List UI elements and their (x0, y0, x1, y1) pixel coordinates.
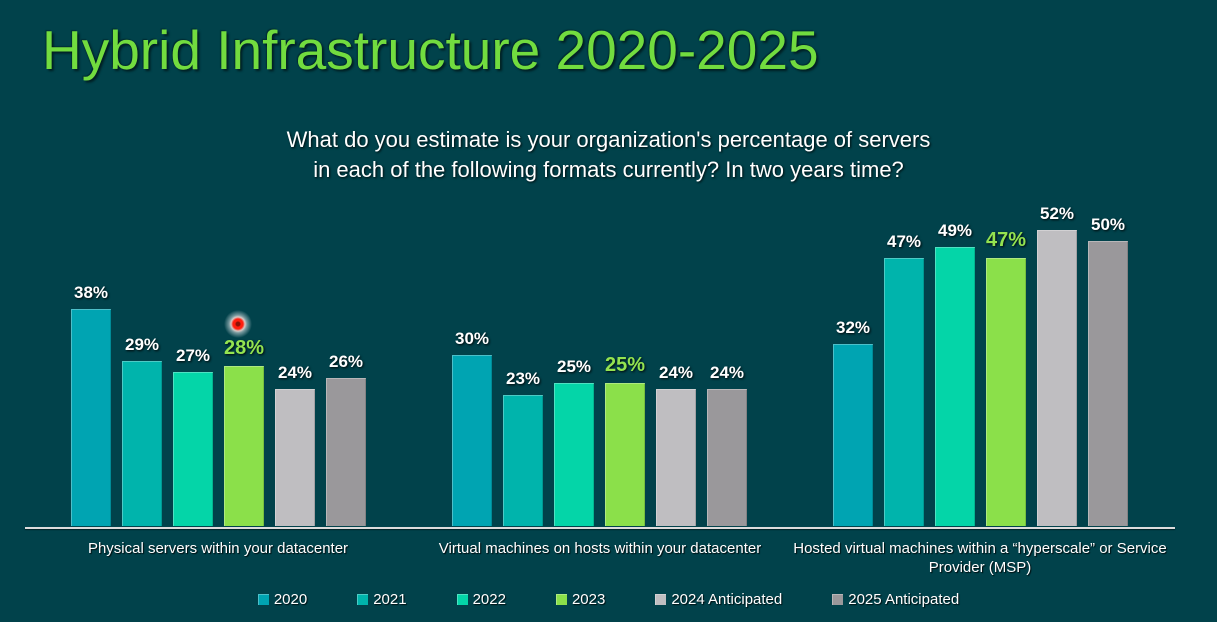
bar-column-2024-anticipated: 52% (1037, 204, 1078, 526)
legend-item-2023: 2023 (555, 591, 606, 608)
bar-column-2021: 47% (884, 232, 924, 526)
bar-group-1: 38% 29% 27% 28% 24% 26% (71, 283, 367, 526)
bar-value-label: 49% (937, 221, 973, 240)
bar-column-2021: 23% (503, 369, 543, 526)
legend-item-2024-anticipated: 2024 Anticipated (655, 591, 782, 608)
bar-2021 (884, 258, 924, 526)
bar-column-2022: 49% (935, 221, 975, 526)
bar-column-2025-anticipated: 26% (326, 352, 367, 526)
bar-value-label: 24% (710, 363, 745, 382)
bar-value-label: 50% (1091, 215, 1126, 234)
bar-2022 (173, 372, 213, 526)
legend-swatch-icon (357, 594, 369, 605)
legend-item-2021: 2021 (357, 591, 407, 608)
laser-pointer-dot (224, 310, 252, 338)
legend-swatch-icon (832, 594, 844, 605)
bar-group-2: 30% 23% 25% 25% 24% 24% (452, 329, 748, 526)
bar-value-label: 24% (659, 363, 694, 382)
chart-legend: 2020 2021 2022 2023 2024 Anticipated 2025 Ant… (0, 591, 1217, 608)
bar-2025-anticipated (326, 378, 367, 526)
bar-value-label: 52% (1040, 204, 1075, 223)
bar-2024-anticipated (1037, 230, 1078, 526)
chart-subtitle: What do you estimate is your organizatio… (0, 125, 1217, 185)
bar-value-label: 26% (329, 352, 364, 371)
legend-label: 2025 Anticipated (848, 591, 960, 608)
chart-subtitle-line-2: in each of the following formats current… (313, 157, 904, 182)
bar-2022 (554, 383, 594, 526)
bar-column-2020: 30% (452, 329, 492, 526)
bar-value-label: 23% (505, 369, 541, 388)
bar-2021 (503, 395, 543, 526)
bar-2020 (452, 355, 492, 526)
bar-group-3: 32% 47% 49% 47% 52% 50% (833, 204, 1129, 526)
x-axis-line (25, 527, 1175, 529)
bar-value-label: 27% (175, 346, 211, 365)
bar-column-2020: 38% (71, 283, 111, 526)
bar-2024-anticipated (275, 389, 316, 526)
legend-swatch-icon (655, 594, 667, 605)
category-label-1: Physical servers within your datacenter (87, 540, 349, 557)
category-label-2: Virtual machines on hosts within your da… (438, 540, 762, 557)
bar-2020 (71, 309, 111, 526)
legend-label: 2024 Anticipated (671, 591, 783, 608)
bar-value-label: 25% (556, 357, 592, 376)
bar-column-2023: 47% (986, 229, 1026, 526)
bar-2023 (224, 366, 265, 526)
bar-column-2023: 25% (605, 354, 645, 526)
legend-label: 2021 (373, 591, 407, 608)
bar-column-2024-anticipated: 24% (656, 363, 697, 526)
bar-value-label: 47% (986, 229, 1027, 251)
bar-value-label: 24% (278, 363, 313, 382)
bar-value-label: 32% (835, 318, 871, 337)
bar-column-2020: 32% (833, 318, 873, 526)
legend-swatch-icon (555, 594, 567, 605)
bar-column-2024-anticipated: 24% (275, 363, 316, 526)
legend-item-2025-anticipated: 2025 Anticipated (832, 591, 959, 608)
bar-value-label: 25% (605, 354, 646, 376)
bar-2021 (122, 361, 162, 526)
legend-label: 2022 (472, 591, 506, 608)
legend-label: 2023 (571, 591, 606, 608)
bar-2025-anticipated (1088, 241, 1129, 526)
bar-value-label: 47% (886, 232, 922, 251)
bar-2023 (986, 258, 1027, 526)
bar-column-2025-anticipated: 50% (1088, 215, 1129, 526)
legend-item-2022: 2022 (456, 591, 506, 608)
legend-item-2020: 2020 (257, 591, 308, 608)
bar-2023 (605, 383, 646, 526)
bar-2025-anticipated (707, 389, 748, 526)
bar-value-label: 30% (454, 329, 490, 348)
bar-column-2025-anticipated: 24% (707, 363, 748, 526)
category-label-3: Hosted virtual machines within a “hypers… (793, 540, 1167, 576)
chart-subtitle-line-1: What do you estimate is your organizatio… (286, 127, 931, 152)
bar-2024-anticipated (656, 389, 697, 526)
bar-value-label: 38% (73, 283, 109, 302)
bar-column-2023: 28% (224, 337, 264, 526)
bar-2020 (833, 344, 873, 526)
legend-label: 2020 (273, 591, 308, 608)
legend-swatch-icon (257, 594, 269, 605)
bar-2022 (935, 247, 975, 526)
bar-value-label: 28% (224, 337, 265, 359)
bar-column-2021: 29% (122, 335, 162, 526)
bar-column-2022: 27% (173, 346, 213, 526)
bar-column-2022: 25% (554, 357, 594, 526)
bar-value-label: 29% (124, 335, 160, 354)
page-title: Hybrid Infrastructure 2020-2025 (42, 19, 819, 81)
legend-swatch-icon (456, 594, 468, 605)
